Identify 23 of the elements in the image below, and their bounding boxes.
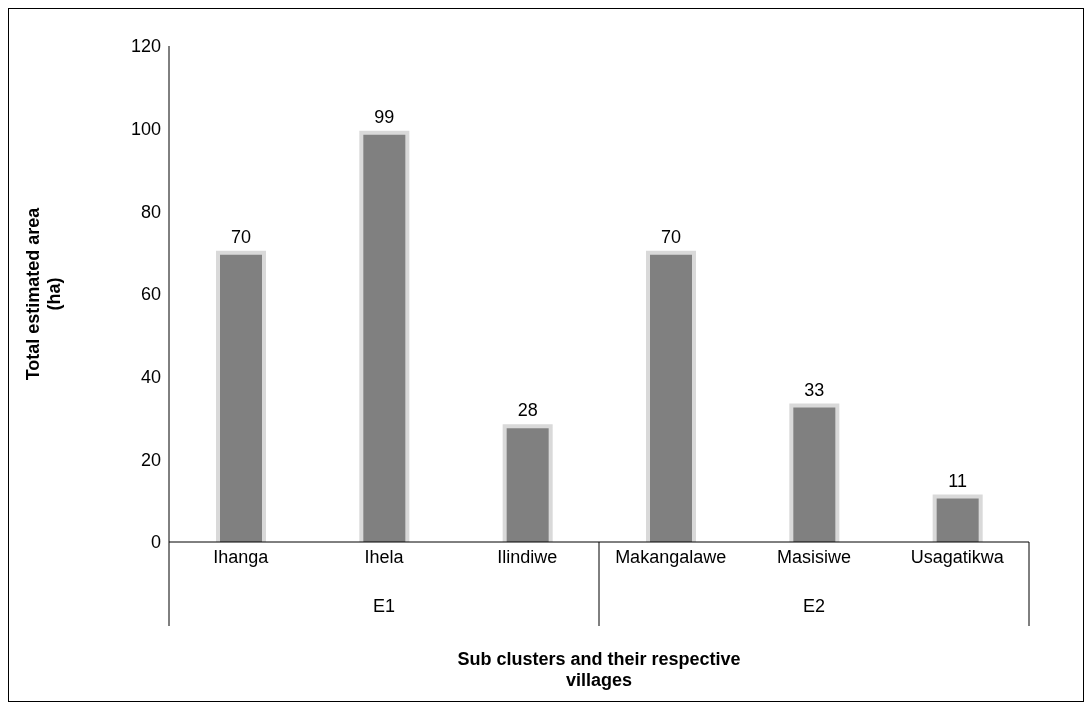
x-tick-label: Ilindiwe bbox=[497, 546, 558, 567]
x-axis-title: Sub clusters and their respective villages bbox=[457, 649, 741, 690]
data-label: 99 bbox=[374, 106, 395, 127]
x-tick-label: Ihela bbox=[364, 546, 405, 567]
text: E2 bbox=[802, 596, 826, 616]
x-tick-label: Ihanga bbox=[213, 546, 270, 567]
x-tick-label: Usagatikwa bbox=[910, 546, 1005, 567]
y-tick-label: 0 bbox=[150, 532, 161, 553]
data-label: 70 bbox=[230, 226, 252, 247]
y-tick-label: 120 bbox=[130, 36, 161, 57]
y-tick-label: 80 bbox=[140, 201, 161, 222]
y-tick-label: 40 bbox=[140, 367, 161, 388]
text: E1 bbox=[372, 596, 396, 616]
y-tick-label: 100 bbox=[130, 119, 161, 140]
x-tick-label: Masisiwe bbox=[776, 546, 852, 567]
y-axis-title: Total estimated area (ha) bbox=[23, 206, 64, 381]
y-tick-label: 20 bbox=[140, 449, 161, 470]
data-label: 11 bbox=[948, 470, 968, 491]
y-tick-label: 60 bbox=[140, 284, 161, 305]
data-label: 28 bbox=[517, 400, 538, 421]
data-label: 33 bbox=[804, 379, 825, 400]
data-label: 70 bbox=[660, 226, 682, 247]
x-tick-label: Makangalawe bbox=[615, 546, 727, 567]
